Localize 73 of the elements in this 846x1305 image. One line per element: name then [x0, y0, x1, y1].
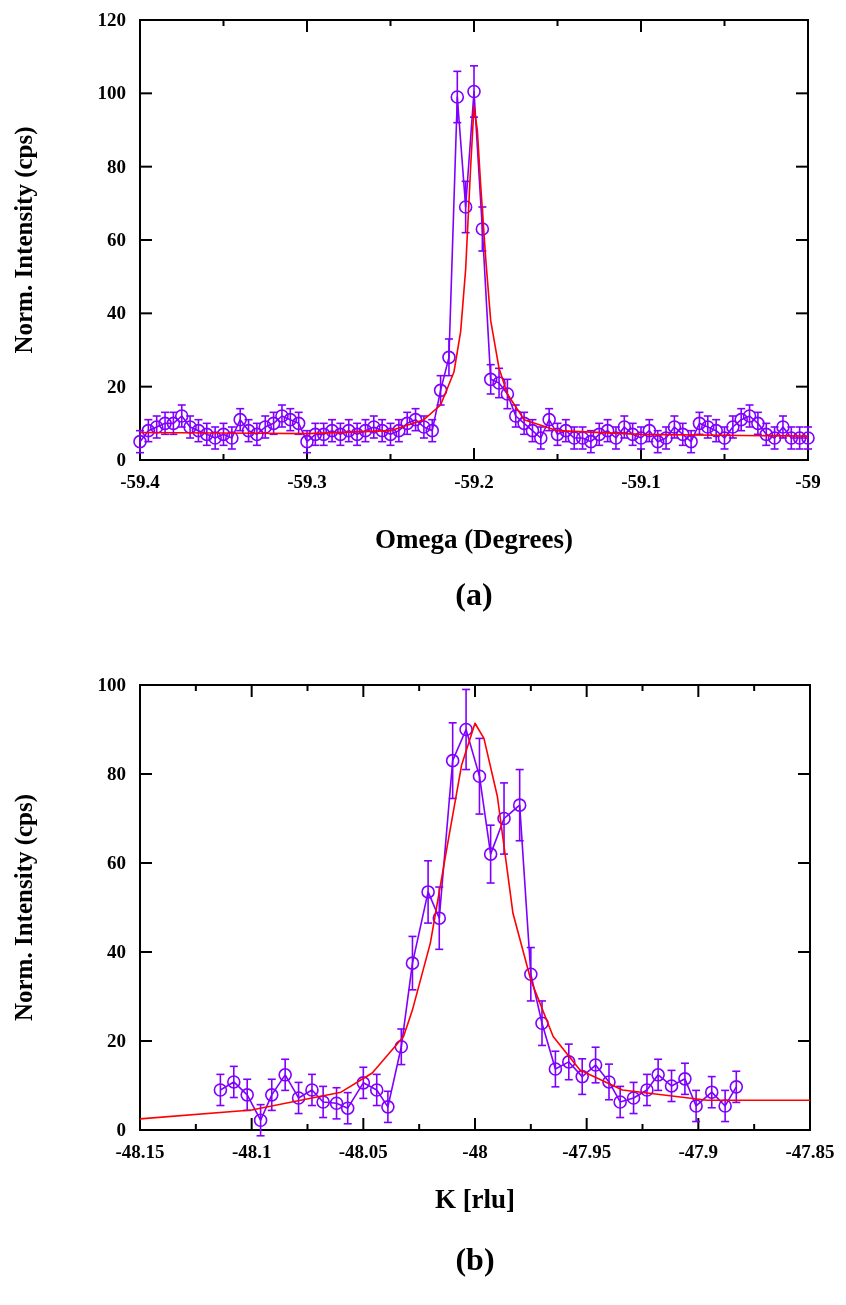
- point: [329, 1096, 344, 1111]
- x-tick-label: -48.05: [338, 1141, 388, 1162]
- point: [459, 722, 473, 737]
- y-tick-label: 20: [107, 375, 126, 397]
- x-tick-label: -59.2: [454, 471, 494, 492]
- point: [483, 847, 498, 861]
- y-tick-label: 0: [116, 1119, 126, 1140]
- point: [678, 1072, 692, 1086]
- point: [278, 1068, 292, 1082]
- point: [264, 1088, 279, 1102]
- point: [640, 1083, 654, 1097]
- point: [340, 1101, 355, 1115]
- point: [512, 798, 527, 812]
- y-tick-label: 60: [107, 852, 126, 873]
- x-tick-label: -48.15: [115, 1141, 165, 1162]
- point: [626, 1091, 641, 1105]
- point: [575, 1069, 589, 1084]
- point: [524, 967, 538, 982]
- y-tick-label: 80: [107, 763, 126, 784]
- point: [689, 1099, 703, 1113]
- x-axis-title: Omega (Degrees): [374, 524, 574, 554]
- y-tick-label: 80: [107, 155, 126, 177]
- point: [729, 1080, 744, 1094]
- y-tick-label: 40: [107, 941, 126, 962]
- point: [381, 1100, 395, 1114]
- text: (a): [455, 576, 493, 612]
- point: [213, 1083, 228, 1097]
- point: [497, 811, 511, 826]
- line-series: [139, 722, 811, 1120]
- point: [602, 1075, 616, 1089]
- point: [651, 1068, 665, 1082]
- x-tick-label: -47.85: [785, 1141, 835, 1162]
- x-tick-label: -59.3: [287, 471, 327, 492]
- point: [613, 1095, 627, 1109]
- point: [253, 1113, 268, 1128]
- point: [240, 1088, 254, 1102]
- y-tick-label: 100: [97, 82, 126, 104]
- point: [588, 1058, 603, 1072]
- y-axis-title: Norm. Intensity (cps): [10, 793, 38, 1022]
- y-tick-label: 100: [97, 674, 126, 695]
- x-tick-label: -59.1: [621, 471, 661, 492]
- point: [664, 1079, 679, 1093]
- point: [227, 1075, 241, 1089]
- y-tick-label: 0: [116, 449, 126, 470]
- x-tick-label: -47.9: [678, 1141, 719, 1162]
- point: [718, 1099, 732, 1113]
- y-tick-label: 20: [107, 1030, 126, 1051]
- point: [405, 956, 420, 970]
- point: [421, 885, 435, 899]
- y-axis-title: Norm. Intensity (cps): [10, 126, 38, 354]
- point: [432, 911, 447, 925]
- point: [472, 769, 487, 784]
- point: [291, 1091, 306, 1105]
- x-axis-title: K [rlu]: [434, 1184, 516, 1214]
- y-tick-label: 60: [107, 229, 126, 250]
- point: [394, 1039, 409, 1054]
- x-tick-label: -47.95: [562, 1141, 612, 1162]
- y-tick-label: 40: [107, 302, 126, 324]
- x-tick-label: -59.4: [120, 471, 161, 492]
- point: [305, 1083, 319, 1097]
- x-tick-label: -48: [462, 1141, 488, 1162]
- point: [535, 1016, 549, 1030]
- x-tick-label: -59: [795, 471, 821, 492]
- y-tick-label: 120: [97, 9, 126, 30]
- point: [316, 1095, 330, 1109]
- point: [369, 1083, 384, 1097]
- point: [562, 1055, 576, 1069]
- point: [445, 753, 460, 768]
- point: [548, 1062, 563, 1076]
- point: [356, 1076, 371, 1090]
- point: [704, 1085, 719, 1099]
- x-tick-label: -48.1: [231, 1141, 272, 1162]
- text: (b): [455, 1241, 495, 1277]
